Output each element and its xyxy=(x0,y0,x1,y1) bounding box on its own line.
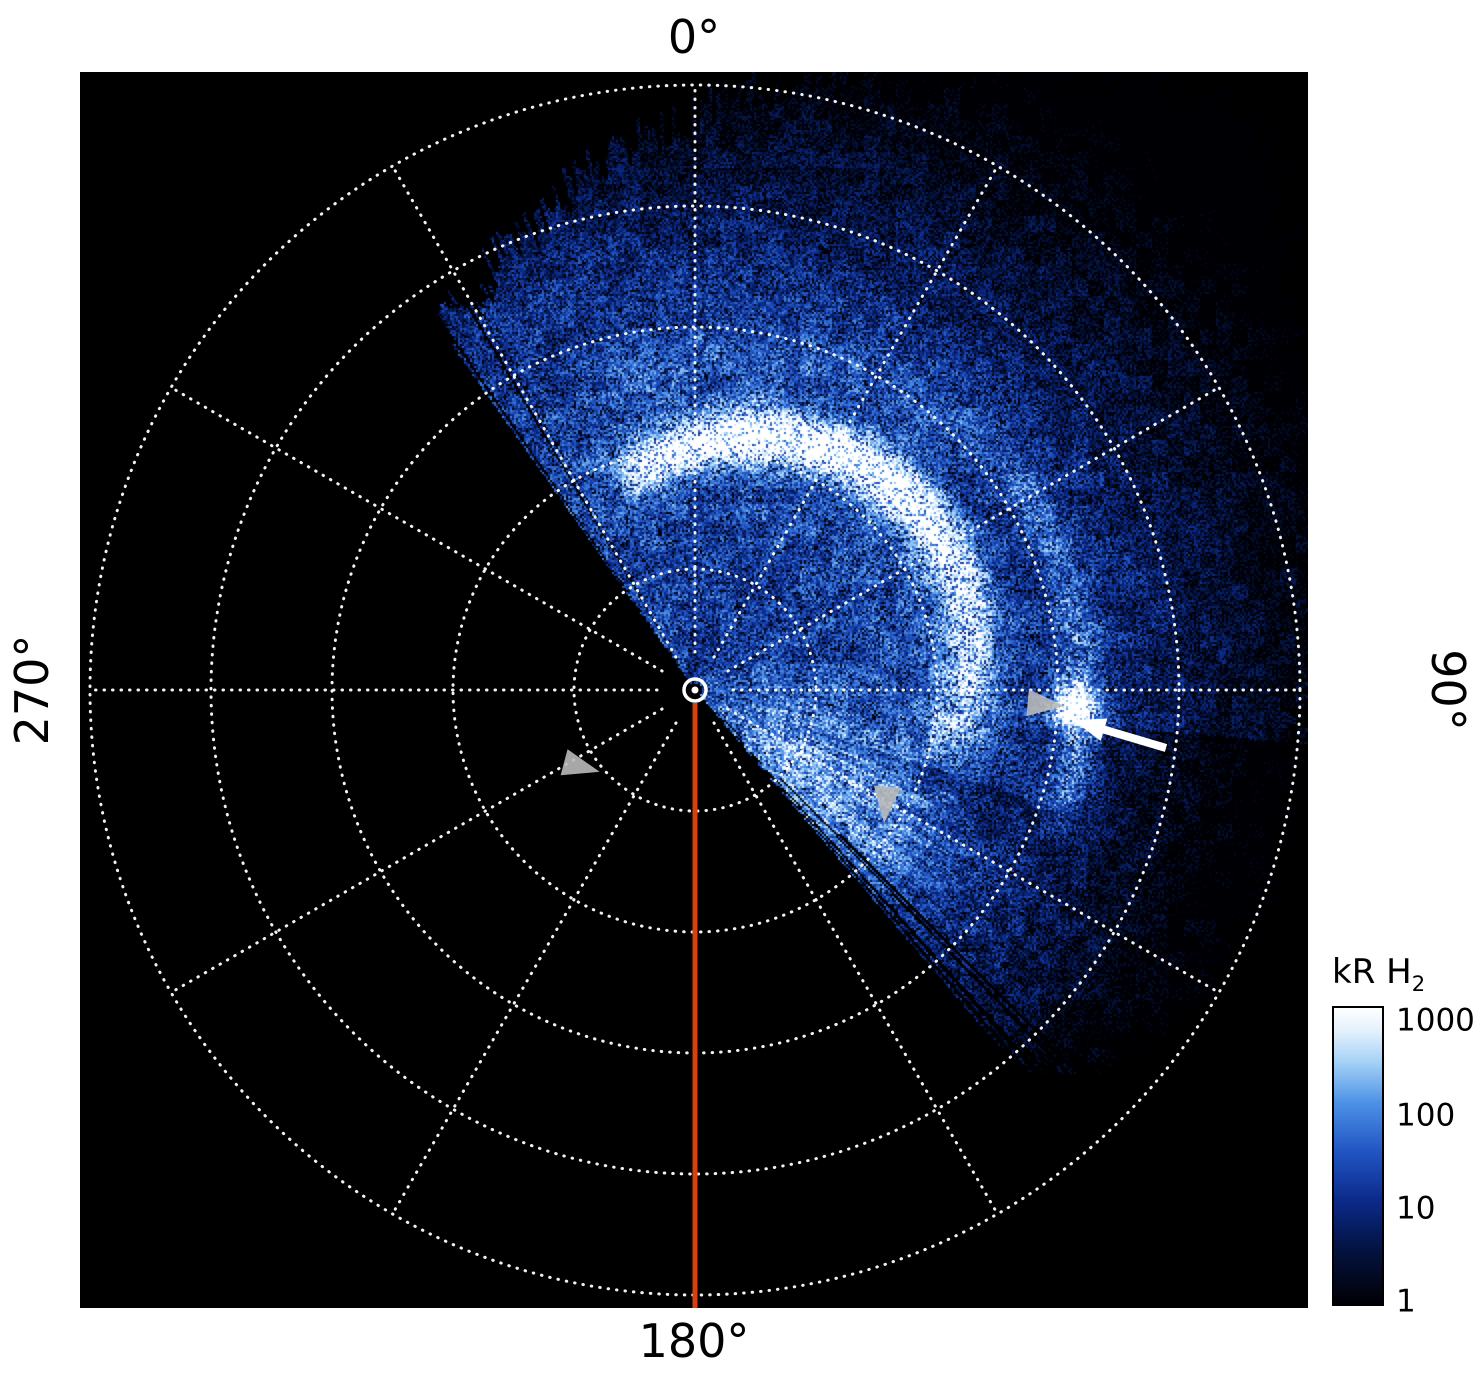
grid-ring xyxy=(572,567,818,813)
colorbar-gradient xyxy=(1332,1006,1384,1307)
gray-arrowhead-annotation xyxy=(560,749,600,776)
angle-label-270: 270° xyxy=(5,634,59,746)
colorbar-ticks: 1000 100 10 1 xyxy=(1396,1002,1481,1317)
grid-ring xyxy=(88,83,1302,1297)
polar-grid-overlay xyxy=(88,83,1302,1308)
grid-radial-line xyxy=(391,164,678,659)
grid-radial-line xyxy=(726,386,1221,673)
colorbar-title-text: kR H xyxy=(1332,952,1412,992)
grid-radial-line xyxy=(712,164,999,659)
gray-arrowhead-annotation xyxy=(873,785,901,824)
colorbar-tick-label: 1000 xyxy=(1396,1002,1475,1039)
white-arrow-shaft xyxy=(1090,722,1168,752)
grid-radial-line xyxy=(169,386,664,673)
angle-label-90: 90° xyxy=(1421,649,1475,731)
colorbar-body: 1000 100 10 1 xyxy=(1332,1005,1475,1317)
pole-marker xyxy=(682,677,708,703)
colorbar-title: kR H2 xyxy=(1332,952,1425,996)
colorbar-tick-label: 10 xyxy=(1396,1190,1436,1227)
plot-area xyxy=(80,72,1308,1308)
grid-ring xyxy=(209,204,1181,1176)
angle-label-0: 0° xyxy=(667,10,721,64)
colorbar: kR H2 1000 100 10 1 xyxy=(1332,952,1475,1317)
angle-label-180: 180° xyxy=(638,1314,750,1368)
grid-radial-line xyxy=(391,721,678,1216)
gray-arrowhead-annotation xyxy=(1026,689,1065,717)
colorbar-tick-label: 1 xyxy=(1396,1283,1416,1320)
grid-radial-line xyxy=(726,707,1221,994)
white-arrowhead-annotation xyxy=(1073,718,1108,741)
pole-marker-dot xyxy=(691,686,699,694)
grid-radial-line xyxy=(712,721,999,1216)
grid-radial-line xyxy=(169,707,664,994)
colorbar-tick-label: 100 xyxy=(1396,1097,1456,1134)
colorbar-title-subscript: 2 xyxy=(1411,970,1426,996)
